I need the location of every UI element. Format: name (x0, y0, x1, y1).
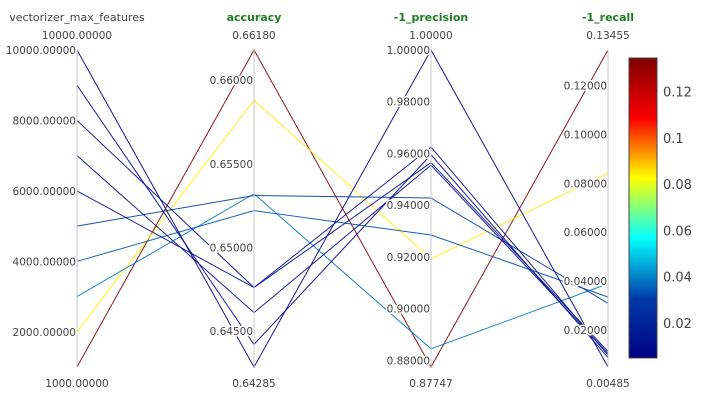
colorbar: 0.02 0.04 0.06 0.08 0.1 0.12 (628, 57, 692, 359)
axis-tick-label: 2000.00000 (13, 327, 76, 339)
axis-tick-label: 0.66000 (210, 75, 253, 87)
axis-max-label: 1.00000 (409, 30, 452, 42)
colorbar-tick-label: 0.12 (663, 86, 692, 101)
colorbar-tick-label: 0.1 (663, 132, 684, 147)
axis-tick-label: 0.06000 (564, 227, 607, 239)
axis-vectorizer_max_features[interactable]: vectorizer_max_features 10000.00000 1000.0… (4, 11, 145, 390)
axis-tick-label: 0.98000 (387, 97, 430, 109)
axis-tick-label: 0.02000 (564, 325, 607, 337)
axis-tick-label: 0.65500 (210, 159, 253, 171)
colorbar-tick-label: 0.08 (663, 178, 692, 193)
axis-tick-label: 10000.00000 (6, 45, 76, 57)
axis-tick-label: 0.65000 (210, 242, 253, 254)
axis-max-label: 10000.00000 (42, 30, 112, 42)
data-line-8 (76, 120, 609, 356)
axis-tick-label: 1.00000 (387, 45, 430, 57)
axis-min-label: 1000.00000 (45, 378, 108, 390)
axis-title: -1_recall (582, 11, 634, 24)
axis-neg1_precision[interactable]: -1_precision 1.00000 0.87747 0.88000 0.90000… (385, 11, 469, 390)
data-line-6 (76, 161, 609, 352)
axis-tick-label: 6000.00000 (13, 186, 76, 198)
axes: vectorizer_max_features 10000.00000 1000.0… (4, 11, 634, 390)
axis-tick-label: 0.88000 (387, 355, 430, 367)
data-lines (76, 48, 609, 369)
colorbar-tick-label: 0.04 (663, 271, 692, 286)
axis-max-label: 0.66180 (232, 30, 275, 42)
colorbar-tick-label: 0.06 (663, 224, 692, 239)
axis-title: accuracy (227, 11, 282, 24)
axis-tick-label: 0.96000 (387, 148, 430, 160)
axis-tick-label: 8000.00000 (13, 115, 76, 127)
data-line-2 (76, 99, 609, 333)
data-line-7 (76, 155, 609, 354)
axis-min-label: 0.64285 (232, 378, 275, 390)
data-line-3 (76, 193, 609, 350)
axis-tick-label: 4000.00000 (13, 256, 76, 268)
axis-tick-label: 0.08000 (564, 178, 607, 190)
data-line-9 (76, 84, 609, 358)
axis-tick-label: 0.12000 (564, 81, 607, 93)
axis-min-label: 0.00485 (586, 378, 629, 390)
colorbar-tick-label: 0.02 (663, 317, 692, 332)
axis-max-label: 0.13455 (586, 30, 629, 42)
axis-tick-label: 0.64500 (210, 326, 253, 338)
axis-tick-label: 0.90000 (387, 304, 430, 316)
axis-neg1_recall[interactable]: -1_recall 0.13455 0.00485 0.02000 0.04000 0.0… (562, 11, 634, 390)
axis-accuracy[interactable]: accuracy 0.66180 0.64285 0.64500 0.65000 0.65… (208, 11, 282, 390)
axis-tick-label: 0.10000 (564, 129, 607, 141)
axis-tick-label: 0.04000 (564, 276, 607, 288)
axis-min-label: 0.87747 (409, 378, 452, 390)
axis-tick-label: 0.94000 (387, 200, 430, 212)
axis-title: vectorizer_max_features (9, 11, 145, 24)
data-line-10 (76, 48, 609, 369)
axis-tick-label: 0.92000 (387, 252, 430, 264)
data-line-4 (76, 210, 609, 298)
colorbar-gradient (628, 57, 658, 359)
axis-title: -1_precision (394, 11, 468, 24)
